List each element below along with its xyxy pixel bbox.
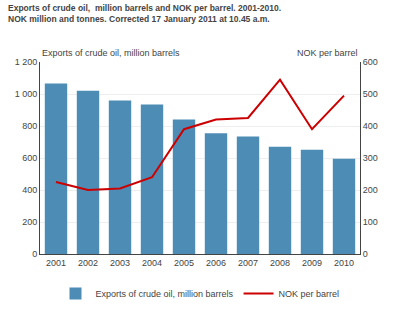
svg-text:300: 300 (363, 153, 378, 163)
svg-text:600: 600 (363, 57, 378, 67)
svg-text:NOK per barrel: NOK per barrel (279, 289, 340, 299)
svg-text:Exports of crude oil, million: Exports of crude oil, million barrels an… (8, 3, 281, 24)
svg-text:Exports of crude oil, million: Exports of crude oil, million barrels (96, 289, 234, 299)
svg-text:1 000: 1 000 (15, 89, 38, 99)
svg-text:2008: 2008 (270, 258, 290, 268)
svg-text:400: 400 (22, 185, 37, 195)
svg-text:2007: 2007 (238, 258, 258, 268)
svg-text:2005: 2005 (174, 258, 194, 268)
svg-text:600: 600 (22, 153, 37, 163)
svg-text:2001: 2001 (46, 258, 66, 268)
svg-text:2003: 2003 (110, 258, 130, 268)
svg-text:500: 500 (363, 89, 378, 99)
svg-text:2002: 2002 (78, 258, 98, 268)
svg-text:800: 800 (22, 121, 37, 131)
svg-text:2009: 2009 (302, 258, 322, 268)
svg-text:2010: 2010 (334, 258, 354, 268)
svg-text:0: 0 (32, 249, 37, 259)
svg-text:NOK per barrel: NOK per barrel (297, 48, 358, 58)
svg-text:Exports of crude oil, million: Exports of crude oil, million barrels (42, 48, 180, 58)
svg-text:2006: 2006 (206, 258, 226, 268)
svg-text:200: 200 (22, 217, 37, 227)
svg-text:200: 200 (363, 185, 378, 195)
svg-text:400: 400 (363, 121, 378, 131)
svg-text:1 200: 1 200 (15, 57, 38, 67)
svg-text:0: 0 (363, 249, 368, 259)
svg-text:2004: 2004 (142, 258, 162, 268)
svg-text:100: 100 (363, 217, 378, 227)
